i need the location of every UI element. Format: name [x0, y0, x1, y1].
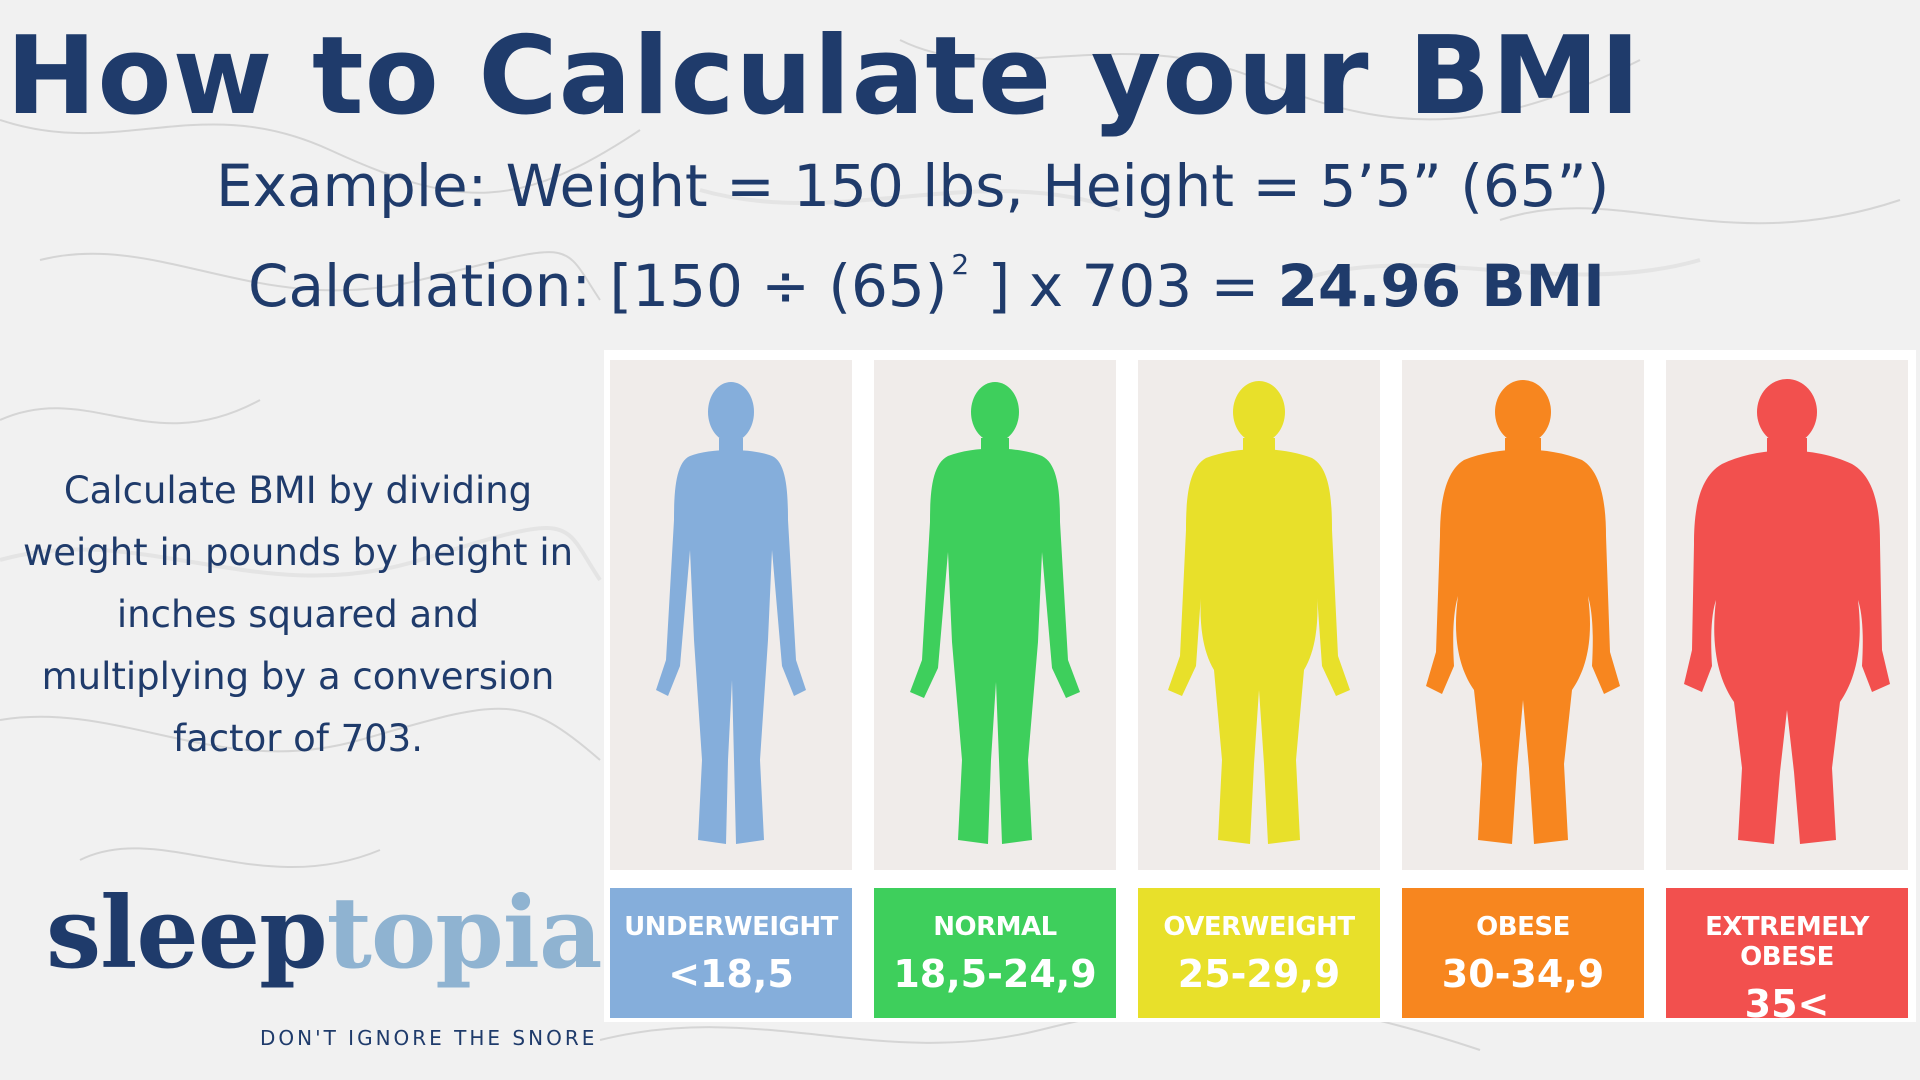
brand-tagline: DON'T IGNORE THE SNORE — [260, 1026, 598, 1050]
calculation-exponent: 2 — [951, 248, 970, 281]
underweight-range: <18,5 — [668, 952, 794, 996]
bmi-panel-normal: NORMAL 18,5-24,9 — [874, 360, 1116, 1020]
sleeptopia-logo: sleeptopia — [46, 885, 603, 983]
bmi-description: Calculate BMI by dividing weight in poun… — [22, 469, 574, 760]
normal-silhouette-icon — [910, 382, 1080, 844]
obese-silhouette-icon — [1426, 380, 1620, 844]
obese-range: 30-34,9 — [1441, 952, 1605, 996]
calculation-lead: Calculation: [150 ÷ (65) — [248, 252, 948, 320]
obese-label-box: OBESE 30-34,9 — [1402, 888, 1644, 1018]
calculation-line: Calculation: [150 ÷ (65) 2 ] x 703 = 24.9… — [248, 248, 1605, 322]
overweight-silhouette-icon — [1168, 381, 1350, 844]
overweight-category-name: OVERWEIGHT — [1163, 912, 1355, 942]
underweight-category-name: UNDERWEIGHT — [624, 912, 838, 942]
underweight-label-box: UNDERWEIGHT <18,5 — [610, 888, 852, 1018]
underweight-silhouette-icon — [656, 382, 806, 844]
obese-figure-frame — [1402, 360, 1644, 870]
extremely-obese-label-box: EXTREMELY OBESE 35< — [1666, 888, 1908, 1026]
bmi-panel-obese: OBESE 30-34,9 — [1402, 360, 1644, 1020]
extremely-obese-figure-frame — [1666, 360, 1908, 870]
bmi-panel-extremely-obese: EXTREMELY OBESE 35< — [1666, 360, 1908, 1026]
normal-label-box: NORMAL 18,5-24,9 — [874, 888, 1116, 1018]
obese-category-name: OBESE — [1476, 912, 1570, 942]
overweight-figure-frame — [1138, 360, 1380, 870]
logo-part-sleep: sleep — [46, 876, 328, 991]
overweight-label-box: OVERWEIGHT 25-29,9 — [1138, 888, 1380, 1018]
overweight-range: 25-29,9 — [1177, 952, 1341, 996]
bmi-category-panels: UNDERWEIGHT <18,5 NORMAL 18,5-24,9 — [604, 350, 1916, 1026]
normal-figure-frame — [874, 360, 1116, 870]
bmi-panel-overweight: OVERWEIGHT 25-29,9 — [1138, 360, 1380, 1020]
calculation-result: 24.96 BMI — [1277, 252, 1605, 320]
underweight-figure-frame — [610, 360, 852, 870]
extremely-obese-range: 35< — [1744, 982, 1830, 1026]
logo-part-topia: topia — [326, 876, 603, 991]
calculation-mid: ] x 703 = — [969, 252, 1278, 320]
bmi-panel-underweight: UNDERWEIGHT <18,5 — [610, 360, 852, 1020]
example-line: Example: Weight = 150 lbs, Height = 5’5”… — [216, 152, 1610, 220]
extremely-obese-silhouette-icon — [1684, 379, 1890, 844]
normal-category-name: NORMAL — [933, 912, 1057, 942]
page-title: How to Calculate your BMI — [6, 14, 1642, 139]
normal-range: 18,5-24,9 — [893, 952, 1097, 996]
extremely-obese-category-name: EXTREMELY OBESE — [1705, 912, 1869, 972]
